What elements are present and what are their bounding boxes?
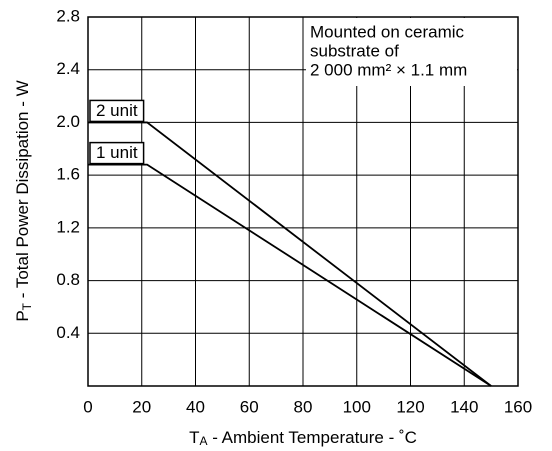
x-tick-label: 140: [450, 397, 478, 416]
x-tick-label: 0: [83, 397, 92, 416]
annotation-box: [306, 18, 517, 86]
y-axis-label: PT - Total Power Dissipation - W: [13, 80, 34, 321]
x-tick-label: 80: [294, 397, 313, 416]
x-axis-label: TA - Ambient Temperature - ˚C: [189, 428, 417, 448]
legend-label: 2 unit: [96, 101, 138, 120]
y-tick-label: 2.8: [56, 6, 80, 25]
x-tick-label: 160: [504, 397, 532, 416]
x-tick-label: 20: [132, 397, 151, 416]
legend-box: [89, 99, 145, 123]
y-tick-label: 2.4: [56, 59, 80, 78]
x-tick-label: 60: [240, 397, 259, 416]
annotation: 2 000 mm² × 1.1 mm: [310, 60, 467, 79]
y-tick-label: 0.8: [56, 270, 80, 289]
series-line: [88, 163, 492, 387]
series-line: [88, 121, 492, 387]
x-tick-label: 100: [343, 397, 371, 416]
legend-box: [89, 141, 145, 165]
x-tick-label: 40: [186, 397, 205, 416]
annotation: Mounted on ceramic: [310, 22, 465, 41]
y-tick-label: 0.4: [56, 323, 80, 342]
y-tick-label: 1.6: [56, 165, 80, 184]
legend-label: 1 unit: [96, 143, 138, 162]
y-tick-label: 2.0: [56, 112, 80, 131]
x-tick-label: 120: [396, 397, 424, 416]
annotation: substrate of: [310, 41, 399, 60]
plot-frame: [87, 16, 519, 387]
y-tick-label: 1.2: [56, 217, 80, 236]
